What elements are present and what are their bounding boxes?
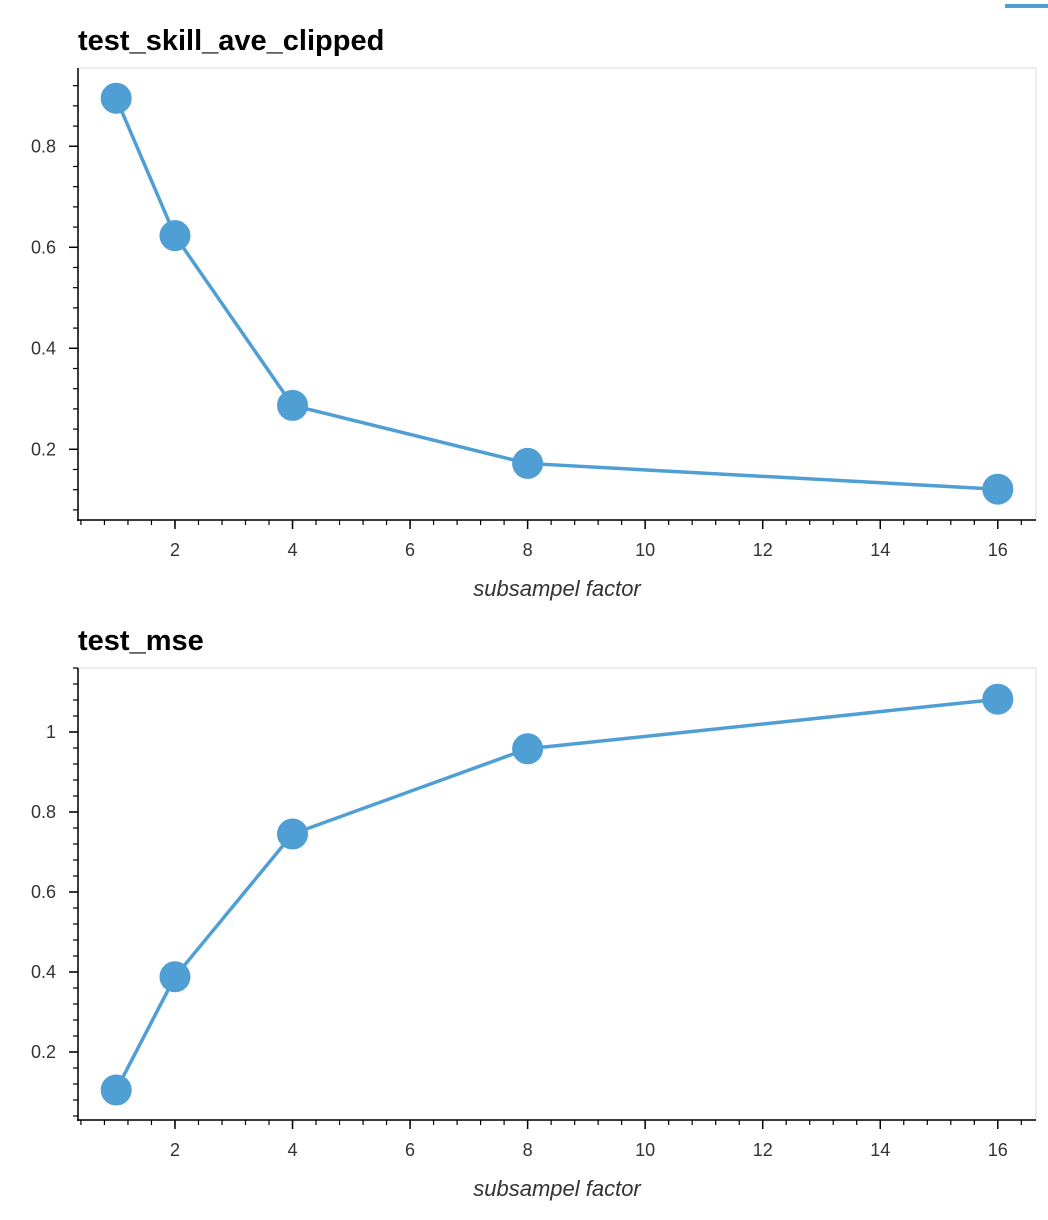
x-tick-label: 4 xyxy=(288,540,298,560)
x-tick-label: 10 xyxy=(635,540,655,560)
x-tick-label: 8 xyxy=(523,1140,533,1160)
data-point xyxy=(100,1074,132,1106)
y-tick-label: 0.8 xyxy=(31,136,56,156)
x-tick-label: 6 xyxy=(405,1140,415,1160)
x-tick-label: 2 xyxy=(170,540,180,560)
x-tick-label: 12 xyxy=(753,1140,773,1160)
axes xyxy=(77,68,1036,521)
x-tick-label: 6 xyxy=(405,540,415,560)
x-ticks: 2 4 6 8 10 12 14 16 xyxy=(80,1120,1022,1160)
y-tick-label: 0.2 xyxy=(31,1042,56,1062)
data-point xyxy=(277,818,309,850)
x-axis-label: subsampel factor xyxy=(473,1176,642,1201)
data-point xyxy=(277,389,309,421)
x-axis-label: subsampel factor xyxy=(473,576,642,601)
x-tick-label: 2 xyxy=(170,1140,180,1160)
plot-frame xyxy=(77,667,1037,1121)
x-tick-label: 14 xyxy=(870,540,890,560)
data-point xyxy=(982,473,1014,505)
series xyxy=(100,683,1014,1106)
x-tick-label: 8 xyxy=(523,540,533,560)
y-tick-label: 0.6 xyxy=(31,237,56,257)
y-tick-label: 0.8 xyxy=(31,802,56,822)
chart-title: test_skill_ave_clipped xyxy=(78,25,384,57)
chart-title: test_mse xyxy=(78,625,204,657)
data-point xyxy=(100,82,132,114)
y-tick-label: 1 xyxy=(46,722,56,742)
x-tick-label: 4 xyxy=(288,1140,298,1160)
y-tick-label: 0.4 xyxy=(31,962,56,982)
data-point xyxy=(512,733,544,765)
data-point xyxy=(159,961,191,993)
series-line xyxy=(114,697,998,1091)
axes xyxy=(77,668,1036,1121)
x-tick-label: 16 xyxy=(988,1140,1008,1160)
series xyxy=(100,82,1014,505)
data-point xyxy=(982,683,1014,715)
y-ticks: 0.2 0.4 0.6 0.8 1 xyxy=(31,667,78,1117)
x-tick-label: 12 xyxy=(753,540,773,560)
y-tick-label: 0.6 xyxy=(31,882,56,902)
x-tick-label: 16 xyxy=(988,540,1008,560)
data-point xyxy=(159,220,191,252)
series-line xyxy=(114,97,998,491)
y-ticks: 0.2 0.4 0.6 0.8 xyxy=(31,85,78,511)
plot-frame xyxy=(77,67,1037,521)
data-point xyxy=(512,447,544,479)
x-ticks: 2 4 6 8 10 12 14 16 xyxy=(80,520,1022,560)
y-tick-label: 0.2 xyxy=(31,439,56,459)
x-tick-label: 14 xyxy=(870,1140,890,1160)
y-tick-label: 0.4 xyxy=(31,338,56,358)
chart-mse: test_mse 2 4 6 8 10 12 14 16 0.2 0.4 0.6 0.8 1 subs… xyxy=(31,625,1037,1201)
x-tick-label: 10 xyxy=(635,1140,655,1160)
chart-skill: test_skill_ave_clipped 2 4 6 8 10 12 14 16 0.20… xyxy=(31,25,1037,601)
